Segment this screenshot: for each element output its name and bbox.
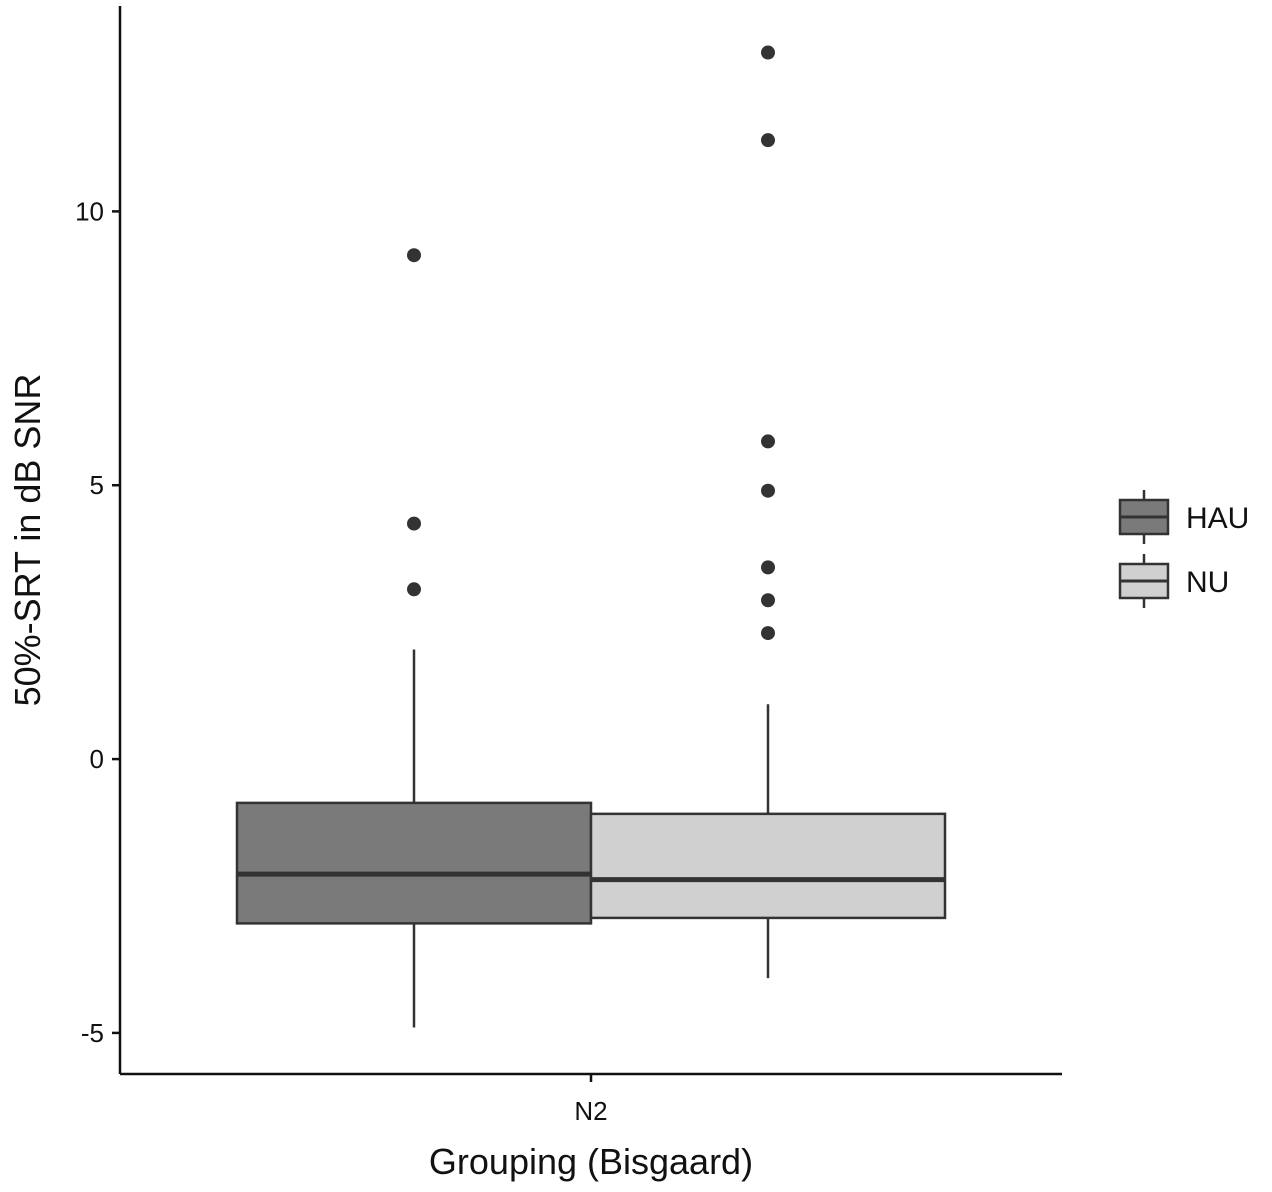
outlier-point-hau <box>407 582 421 597</box>
box-hau <box>235 801 593 925</box>
legend: HAU NU <box>1118 490 1249 608</box>
legend-label-hau: HAU <box>1186 502 1249 535</box>
outlier-point-nu <box>761 593 775 608</box>
y-tick-label: 0 <box>90 744 104 774</box>
outlier-point-nu <box>761 560 775 575</box>
outlier-point-hau <box>407 516 421 531</box>
x-tick-label: N2 <box>574 1096 607 1126</box>
outlier-point-nu <box>761 133 775 148</box>
plot-area <box>235 45 947 1028</box>
y-tick-label: 10 <box>75 196 104 226</box>
box-nu <box>589 812 947 920</box>
y-tick-label: -5 <box>81 1018 104 1048</box>
axes: -5 0 5 10 N2 <box>75 6 1062 1126</box>
y-axis-title: 50%-SRT in dB SNR <box>7 374 48 707</box>
outlier-point-nu <box>761 626 775 641</box>
outlier-point-nu <box>761 483 775 498</box>
x-axis-title: Grouping (Bisgaard) <box>429 1141 753 1182</box>
outlier-point-nu <box>761 45 775 60</box>
outlier-point-hau <box>407 248 421 263</box>
outlier-point-nu <box>761 434 775 449</box>
legend-label-nu: NU <box>1186 566 1229 599</box>
y-tick-label: 5 <box>90 470 104 500</box>
